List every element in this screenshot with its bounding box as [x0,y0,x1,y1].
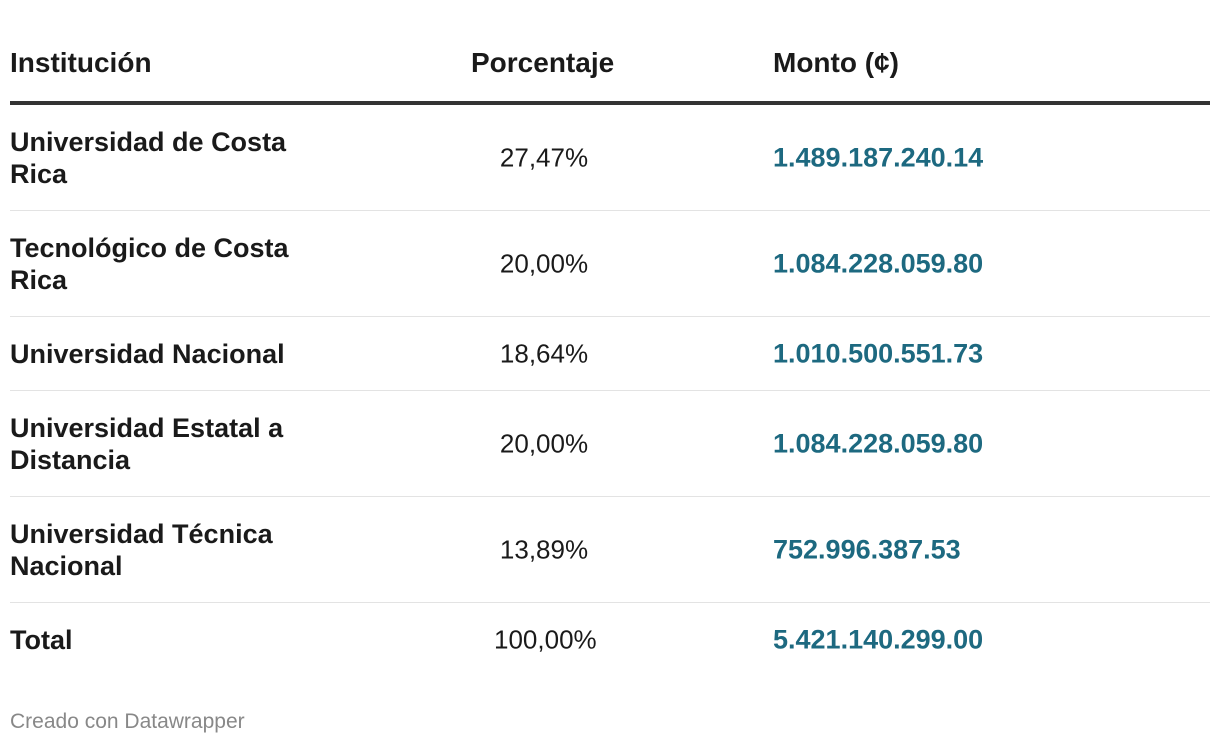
percentage-value: 18,64% [499,338,589,368]
table-row: Universidad Técnica Nacional 13,89% 752.… [10,497,1210,603]
table-row: Universidad Nacional 18,64% 1.010.500.55… [10,317,1210,391]
datawrapper-credit[interactable]: Creado con Datawrapper [10,710,245,733]
table-row-total: Total 100,00% 5.421.140.299.00 [10,603,1210,677]
total-percentage: 100,00% [494,624,597,655]
data-table: Institución Porcentaje Monto (¢) Univers… [10,0,1210,677]
column-header-monto[interactable]: Monto (¢) [773,47,899,78]
amount-value: 1.489.187.240.14 [773,142,984,172]
institution-name: Universidad Estatal a Distancia [10,412,284,475]
percentage-value: 27,47% [499,142,589,172]
institution-name: Universidad de Costa Rica [10,126,287,189]
percentage-value: 13,89% [499,534,589,564]
institution-name: Universidad Nacional [10,338,285,369]
institution-name: Tecnológico de Costa Rica [10,232,289,295]
total-label: Total [10,625,73,655]
table-row: Universidad Estatal a Distancia 20,00% 1… [10,391,1210,497]
table-row: Universidad de Costa Rica 27,47% 1.489.1… [10,105,1210,211]
table-row: Tecnológico de Costa Rica 20,00% 1.084.2… [10,211,1210,317]
amount-value: 752.996.387.53 [773,534,961,564]
column-header-porcentaje[interactable]: Porcentaje [471,47,615,78]
column-header-institucion[interactable]: Institución [10,47,152,78]
amount-value: 1.010.500.551.73 [773,338,984,368]
total-amount: 5.421.140.299.00 [773,624,984,655]
table-header: Institución Porcentaje Monto (¢) [10,0,1210,105]
percentage-value: 20,00% [499,248,589,278]
institution-name: Universidad Técnica Nacional [10,518,273,581]
percentage-value: 20,00% [499,428,589,458]
amount-value: 1.084.228.059.80 [773,428,984,458]
amount-value: 1.084.228.059.80 [773,248,984,278]
